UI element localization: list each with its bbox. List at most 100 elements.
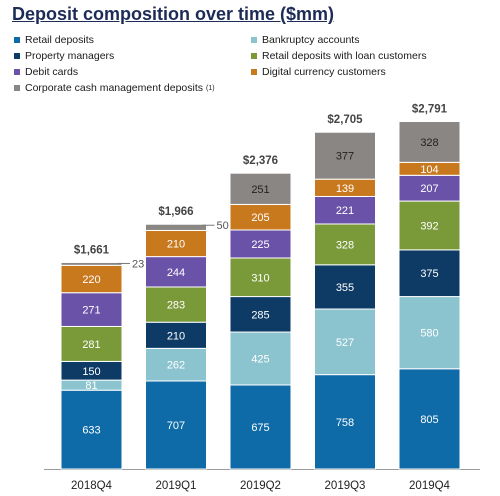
data-label: 271 [82,305,100,317]
data-label: 328 [420,137,438,149]
category-label: 2019Q1 [156,480,197,492]
data-label: 527 [336,337,354,349]
category-label: 2018Q4 [71,480,113,492]
bar-segment [314,264,376,310]
data-label: 310 [251,272,269,284]
legend-label: Retail deposits with loan customers [262,50,427,62]
footnote-marker: (1) [206,84,215,92]
legend-swatch [251,37,257,43]
bar-segment [229,229,292,259]
legend-swatch [251,53,257,59]
legend-swatch [14,53,20,59]
data-label: 220 [82,274,100,286]
bar-segment [314,374,376,470]
data-label: 23 [132,258,144,270]
total-label: $2,791 [412,104,448,116]
data-label: 375 [420,268,438,280]
legend-swatch [14,37,20,43]
total-label: $1,661 [74,244,110,256]
category-label: 2019Q2 [240,480,281,492]
data-label: 580 [420,328,438,340]
bar-segment [145,229,207,258]
bar-segment [60,292,123,327]
data-label: 225 [251,239,269,251]
data-label: 139 [336,183,354,195]
bar-segment [398,200,461,251]
bar-segment [60,264,123,294]
legend-label: Retail deposits [25,34,94,46]
data-label: 355 [336,282,354,294]
data-label: 707 [167,420,185,432]
data-label: 205 [251,212,269,224]
data-label: 675 [251,422,269,434]
legend-label: Digital currency customers [262,66,386,78]
data-label: 425 [251,354,269,366]
legend-swatch [14,69,20,75]
data-label: 221 [336,205,354,217]
data-label: 281 [82,339,100,351]
bar-segment [145,321,207,349]
bar-segment [229,331,292,386]
bar-segment [398,368,461,470]
bar-segment [314,308,376,376]
data-label: 758 [336,417,354,429]
data-label: 285 [251,309,269,321]
bar-segment [145,380,207,470]
bar-segment [145,347,207,382]
bar-segment [60,389,123,470]
bar-segment [398,121,461,163]
bar-segment [398,296,461,370]
bar-segment [314,195,376,225]
legend-item-property-managers: Property managers [14,50,114,62]
legend-label: Bankruptcy accounts [262,34,360,46]
legend-item-retail-loan: Retail deposits with loan customers [251,50,427,62]
bar-segment [229,384,292,470]
data-label: 251 [251,184,269,196]
category-label: 2019Q3 [325,480,366,492]
category-label: 2019Q4 [409,480,451,492]
bar-segment [314,223,376,266]
bar-segment [145,286,207,323]
bar-segment [60,261,123,266]
total-label: $2,705 [327,114,363,126]
data-label: 283 [167,300,185,312]
chart-title: Deposit composition over time ($mm) [12,4,335,24]
bar-segment [229,257,292,298]
legend-item-bankruptcy-accounts: Bankruptcy accounts [251,34,359,46]
bar-segment [229,203,292,231]
data-label: 328 [336,239,354,251]
legend-item-debit-cards: Debit cards [14,66,78,78]
total-label: $2,376 [243,155,278,167]
data-label: 210 [167,239,185,251]
legend-item-corporate-cash: Corporate cash management deposits (1) [14,82,215,94]
bar-segment [398,249,461,298]
bar-segment [314,131,376,180]
bar-segment [60,325,123,362]
data-label: 81 [85,380,97,392]
bar-segment [145,223,207,231]
data-label: 377 [336,151,354,163]
legend: Retail deposits Bankruptcy accounts Prop… [0,0,500,110]
legend-label: Property managers [25,50,115,62]
legend-label: Debit cards [25,66,79,78]
data-label: 633 [82,425,100,437]
bar-segment [145,256,207,288]
data-label: 50 [217,220,229,232]
data-label: 805 [420,414,438,426]
data-label: 392 [420,220,438,232]
legend-item-digital-currency: Digital currency customers [251,66,386,78]
data-label: 150 [82,366,100,378]
legend-swatch [251,69,257,75]
legend-label: Corporate cash management deposits [25,82,204,94]
bar-segment [398,174,461,202]
bar-segment [229,296,292,333]
data-label: 104 [420,164,438,176]
total-label: $1,966 [158,206,193,218]
data-label: 244 [167,267,185,279]
data-label: 262 [167,360,185,372]
legend-swatch [14,85,20,91]
bar-segment [229,172,292,205]
legend-item-retail-deposits: Retail deposits [14,34,94,46]
data-label: 210 [167,330,185,342]
